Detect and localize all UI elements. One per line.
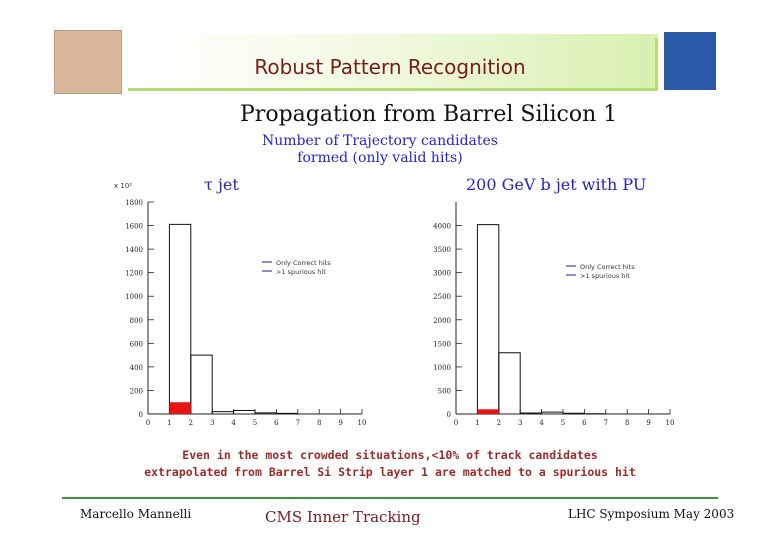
main-title: Propagation from Barrel Silicon 1: [240, 102, 618, 127]
y-tick-label: 1600: [125, 223, 143, 231]
footer-divider: [62, 497, 718, 499]
x-tick-label: 7: [296, 419, 300, 427]
b-jet-chart-svg: 200 GeV b jet with PU0500100015002000250…: [433, 175, 675, 427]
y-tick-label: 1000: [433, 364, 451, 372]
y-tick-label: 3500: [433, 246, 451, 254]
x-tick-label: 3: [210, 419, 214, 427]
b-jet-chart: 200 GeV b jet with PU 0 500 1000 1500 2000 250…: [418, 170, 680, 440]
subtitle-line-1: Number of Trajectory candidates: [262, 133, 498, 149]
bar-only-correct-hits: [498, 352, 521, 414]
y-tick-label: 1400: [125, 246, 143, 254]
x-tick-label: 2: [497, 419, 501, 427]
y-tick-label: 600: [130, 340, 143, 348]
y-tick-label: 1000: [125, 293, 143, 301]
legend-label: >1 spurious hit: [276, 268, 326, 276]
x-tick-label: 10: [666, 419, 675, 427]
x-tick-label: 6: [582, 419, 587, 427]
x-tick-label: 4: [539, 419, 544, 427]
x-tick-label: 8: [317, 419, 321, 427]
y-tick-label: 800: [130, 317, 143, 325]
x-tick-label: 2: [189, 419, 193, 427]
slide-title: Robust Pattern Recognition: [254, 55, 526, 79]
legend-label: Only Correct hits: [580, 263, 635, 271]
bar-only-correct-hits: [275, 412, 299, 414]
x-tick-label: 8: [625, 419, 629, 427]
y-tick-label: 400: [130, 364, 143, 372]
x-tick-label: 0: [146, 419, 150, 427]
chart-subtitle: Number of Trajectory candidates formed (…: [230, 133, 530, 167]
cms-logo: [664, 32, 716, 90]
x-tick-label: 4: [231, 419, 236, 427]
y-tick-label: 1200: [125, 270, 143, 278]
y-tick-label: 2500: [433, 293, 451, 301]
y-tick-label: 500: [438, 387, 451, 395]
axis-multiplier: x 10²: [114, 182, 132, 190]
legend-label: Only Correct hits: [276, 259, 331, 267]
x-tick-label: 1: [167, 419, 171, 427]
bar-spurious-hit: [477, 409, 499, 414]
bar-only-correct-hits: [168, 223, 192, 414]
y-tick-label: 2000: [433, 317, 451, 325]
caption: Even in the most crowded situations,<10%…: [110, 447, 670, 481]
chart-title: τ jet: [204, 175, 239, 194]
bar-spurious-hit: [169, 402, 191, 414]
bar-only-correct-hits: [190, 354, 213, 414]
x-tick-label: 9: [338, 419, 342, 427]
caption-line-2: extrapolated from Barrel Si Strip layer …: [144, 465, 636, 479]
bar-only-correct-hits: [476, 224, 500, 414]
footer-title: CMS Inner Tracking: [265, 508, 421, 526]
footer-author: Marcello Mannelli: [80, 507, 192, 521]
x-tick-label: 0: [454, 419, 458, 427]
legend-label: >1 spurious hit: [580, 272, 630, 280]
x-tick-label: 10: [358, 419, 367, 427]
subtitle-line-2: formed (only valid hits): [297, 150, 463, 166]
bar-only-correct-hits: [233, 409, 256, 414]
banner-underline: [128, 88, 658, 91]
footer-event: LHC Symposium May 2003: [568, 507, 735, 521]
x-tick-label: 7: [604, 419, 608, 427]
x-tick-label: 3: [518, 419, 522, 427]
x-tick-label: 5: [561, 419, 565, 427]
caption-line-1: Even in the most crowded situations,<10%…: [182, 448, 598, 462]
y-tick-label: 0: [447, 411, 451, 419]
x-tick-label: 6: [274, 419, 279, 427]
y-tick-label: 4000: [433, 223, 451, 231]
y-tick-label: 3000: [433, 270, 451, 278]
y-tick-label: 200: [130, 387, 143, 395]
x-tick-label: 5: [253, 419, 257, 427]
tau-jet-chart: τ jet x 10² 0 200 400 600 800 1000 1200 1400 1600 1…: [112, 170, 370, 440]
y-tick-label: 0: [139, 411, 143, 419]
x-tick-label: 1: [475, 419, 479, 427]
banner-edge: [655, 38, 658, 90]
title-banner: [128, 34, 658, 90]
chart-title: 200 GeV b jet with PU: [466, 175, 646, 194]
y-tick-label: 1800: [125, 199, 143, 207]
x-tick-label: 9: [646, 419, 650, 427]
detector-photo-logo: [54, 30, 122, 94]
y-tick-label: 1500: [433, 340, 451, 348]
tau-jet-chart-svg: τ jet x 10² 0 200 400 600 800 1000 1200 1400 1600 1…: [114, 175, 367, 427]
